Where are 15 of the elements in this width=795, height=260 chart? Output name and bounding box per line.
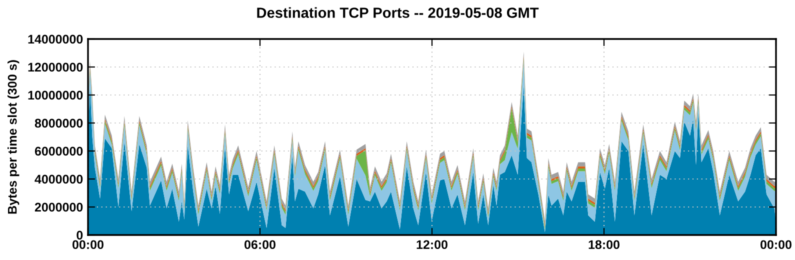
y-axis-title: Bytes per time slot (300 s): [8, 60, 20, 214]
x-tick-label: 00:00: [760, 240, 792, 250]
y-tick-label: 2000000: [34, 202, 83, 212]
x-tick-label: 00:00: [72, 240, 104, 250]
x-tick-label: 06:00: [244, 240, 276, 250]
x-tick-label: 12:00: [416, 240, 448, 250]
y-tick-label: 4000000: [34, 174, 83, 184]
chart-title: Destination TCP Ports -- 2019-05-08 GMT: [257, 7, 539, 18]
y-tick-label: 0: [76, 230, 83, 240]
x-tick-label: 18:00: [588, 240, 620, 250]
y-tick-label: 6000000: [34, 146, 83, 156]
y-tick-label: 14000000: [28, 34, 83, 44]
y-tick-label: 10000000: [28, 90, 83, 100]
y-tick-label: 12000000: [28, 62, 83, 72]
y-tick-label: 8000000: [34, 118, 83, 128]
